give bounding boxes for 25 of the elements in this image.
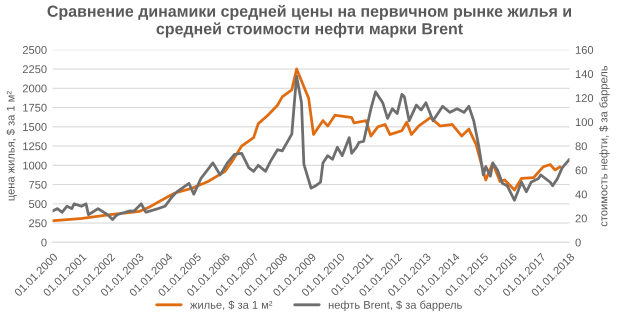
chart-title: Сравнение динамики средней цены на первичном рынке жилья и средней стоимости нефти марки Brent <box>48 4 572 38</box>
y2-tick-label: 60 <box>576 166 587 174</box>
y2-tick-label: 100 <box>576 118 594 126</box>
y-tick-label: 750 <box>29 180 47 189</box>
y-tick-label: 500 <box>28 200 47 208</box>
y2-tick-label: 0 <box>575 238 581 246</box>
legend-label: жилье, $ за 1 м² <box>190 300 272 310</box>
legend-label: нефть Brent, $ за баррель <box>328 300 462 311</box>
y2-tick-label: 140 <box>576 70 594 78</box>
y-tick-label: 2000 <box>22 84 47 92</box>
y2-axis-title: стоимость нефти, $ за баррель <box>599 66 610 226</box>
y2-tick-label: 120 <box>576 94 594 102</box>
y2-tick-label: 160 <box>576 46 594 54</box>
y-tick-label: 250 <box>29 219 47 228</box>
y-tick-label: 1500 <box>23 123 47 131</box>
y-tick-label: 1750 <box>23 104 47 112</box>
y-tick-label: 0 <box>41 238 47 246</box>
y2-tick-label: 40 <box>575 190 587 198</box>
y-tick-label: 1000 <box>23 162 47 170</box>
y2-tick-label: 20 <box>576 214 587 222</box>
y-tick-label: 1250 <box>23 142 47 150</box>
y-tick-label: 2500 <box>22 46 47 54</box>
y2-tick-label: 80 <box>576 142 587 150</box>
y-axis-title: цена жилья, $ за 1 м² <box>6 91 17 200</box>
y-tick-label: 2250 <box>22 65 47 74</box>
